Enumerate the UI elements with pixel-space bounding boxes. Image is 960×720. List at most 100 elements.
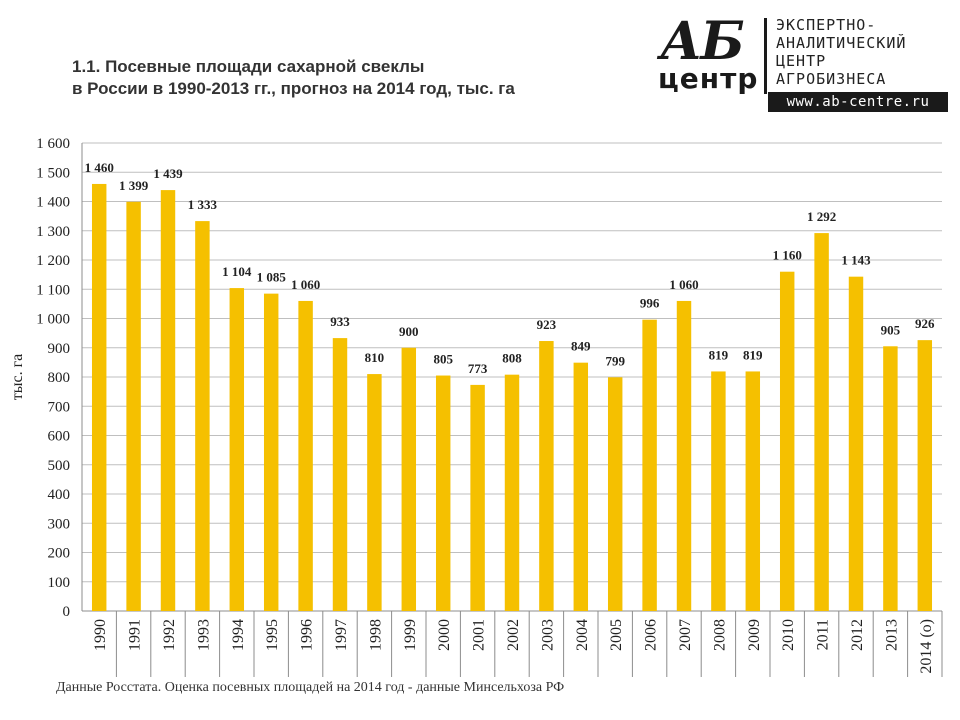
y-tick-label: 700 xyxy=(48,399,71,415)
data-label: 849 xyxy=(571,339,591,354)
x-tick-label: 1997 xyxy=(333,619,350,651)
y-tick-label: 600 xyxy=(48,429,71,445)
bar xyxy=(676,300,692,611)
y-tick-label: 500 xyxy=(48,458,71,474)
y-tick-label: 1 000 xyxy=(36,312,70,328)
bar xyxy=(435,375,451,611)
x-tick-label: 2000 xyxy=(436,619,453,651)
x-tick-label: 2012 xyxy=(849,619,866,651)
x-tick-label: 2010 xyxy=(780,619,797,651)
bar xyxy=(539,341,554,611)
x-tick-label: 2005 xyxy=(608,619,625,651)
x-tick-label: 2001 xyxy=(471,619,488,651)
data-label: 1 143 xyxy=(841,253,871,268)
x-tick-label: 1998 xyxy=(367,619,384,651)
y-tick-label: 200 xyxy=(48,546,71,562)
logo-mark: АБ xyxy=(660,11,745,72)
footnote: Данные Росстата. Оценка посевных площаде… xyxy=(56,680,565,695)
data-label: 933 xyxy=(330,314,350,329)
chart-title-line-2: в России в 1990-2013 гг., прогноз на 201… xyxy=(72,79,515,98)
data-label: 1 460 xyxy=(85,160,114,175)
bar xyxy=(229,288,245,611)
y-tick-label: 1 100 xyxy=(36,282,70,298)
x-tick-label: 1994 xyxy=(230,619,247,651)
chart-title: 1.1. Посевные площади сахарной свеклы в … xyxy=(72,56,515,100)
bar xyxy=(917,340,933,611)
bar xyxy=(126,201,141,612)
bar xyxy=(814,233,829,611)
bars xyxy=(91,183,933,612)
bar xyxy=(470,384,485,611)
bar xyxy=(573,362,589,611)
data-label: 900 xyxy=(399,324,419,339)
y-tick-label: 1 400 xyxy=(36,195,70,211)
logo-url: www.ab-centre.ru xyxy=(768,92,948,112)
data-label: 1 104 xyxy=(222,264,252,279)
y-tick-label: 900 xyxy=(48,341,71,357)
bar xyxy=(504,374,520,611)
bar xyxy=(195,221,210,611)
bar xyxy=(401,347,417,611)
bar xyxy=(711,371,726,611)
y-tick-label: 800 xyxy=(48,370,71,386)
data-labels: 1 460 1 399 1 439 1 333 1 104 1 085 1 060 933 81… xyxy=(85,160,935,376)
x-tick-label: 1993 xyxy=(195,619,212,651)
bar-chart: 0 100 200 300 400 500 600 700 800 900 1 000 1 100 1 … xyxy=(9,136,943,677)
y-tick-label: 300 xyxy=(48,516,71,532)
x-tick-label: 2006 xyxy=(643,619,660,651)
bar xyxy=(298,300,313,611)
data-label: 819 xyxy=(743,347,763,362)
data-label: 1 399 xyxy=(119,178,149,193)
x-tick-label: 2004 xyxy=(574,619,591,651)
bar xyxy=(91,183,107,611)
data-label: 1 060 xyxy=(669,277,698,292)
data-label: 1 160 xyxy=(773,248,802,263)
x-tick-label: 2009 xyxy=(746,619,763,651)
data-label: 996 xyxy=(640,296,660,311)
x-tick-label: 2003 xyxy=(539,619,556,651)
y-axis-ticks: 0 100 200 300 400 500 600 700 800 900 1 000 1 100 1 … xyxy=(36,136,70,620)
data-label: 819 xyxy=(709,347,729,362)
bar xyxy=(607,377,623,611)
bar xyxy=(263,293,279,611)
data-label: 1 439 xyxy=(153,166,183,181)
y-tick-label: 1 600 xyxy=(36,136,70,152)
y-tick-label: 0 xyxy=(63,604,71,620)
x-tick-label: 1992 xyxy=(161,619,178,651)
data-label: 1 292 xyxy=(807,209,836,224)
data-label: 1 085 xyxy=(257,270,287,285)
data-label: 1 060 xyxy=(291,277,320,292)
bar xyxy=(367,374,382,611)
y-tick-label: 1 300 xyxy=(36,224,70,240)
x-tick-label: 1991 xyxy=(127,619,144,651)
data-label: 773 xyxy=(468,361,488,376)
bar xyxy=(642,319,657,611)
x-tick-label: 2014 (о) xyxy=(918,619,935,674)
x-tick-label: 2013 xyxy=(883,619,900,651)
x-tick-label: 1996 xyxy=(299,619,316,651)
bar xyxy=(160,190,176,611)
y-tick-label: 100 xyxy=(48,575,71,591)
x-tick-label: 1995 xyxy=(264,619,281,651)
data-label: 926 xyxy=(915,316,935,331)
x-tick-label: 1999 xyxy=(402,619,419,651)
x-axis-ticks: 1990 1991 1992 1993 1994 1995 1996 1997 1998 1999… xyxy=(92,619,935,674)
data-label: 1 333 xyxy=(188,197,218,212)
logo-line: АНАЛИТИЧЕСКИЙ xyxy=(776,34,907,52)
data-label: 799 xyxy=(605,353,625,368)
bar xyxy=(883,346,898,611)
bar xyxy=(745,371,761,611)
bar xyxy=(332,338,348,611)
chart-title-line-1: 1.1. Посевные площади сахарной свеклы xyxy=(72,57,425,76)
bar xyxy=(779,271,795,611)
data-label: 810 xyxy=(365,350,385,365)
ab-centre-logo: АБ центр ЭКСПЕРТНО- АНАЛИТИЧЕСКИЙ ЦЕНТР … xyxy=(656,14,952,114)
data-label: 808 xyxy=(502,351,522,366)
logo-line: ЭКСПЕРТНО- xyxy=(776,16,877,34)
y-tick-label: 400 xyxy=(48,487,71,503)
data-label: 923 xyxy=(537,317,557,332)
data-label: 805 xyxy=(433,352,453,367)
logo-divider xyxy=(764,18,767,94)
x-tick-label: 1990 xyxy=(92,619,109,651)
logo-line: ЦЕНТР xyxy=(776,52,827,70)
